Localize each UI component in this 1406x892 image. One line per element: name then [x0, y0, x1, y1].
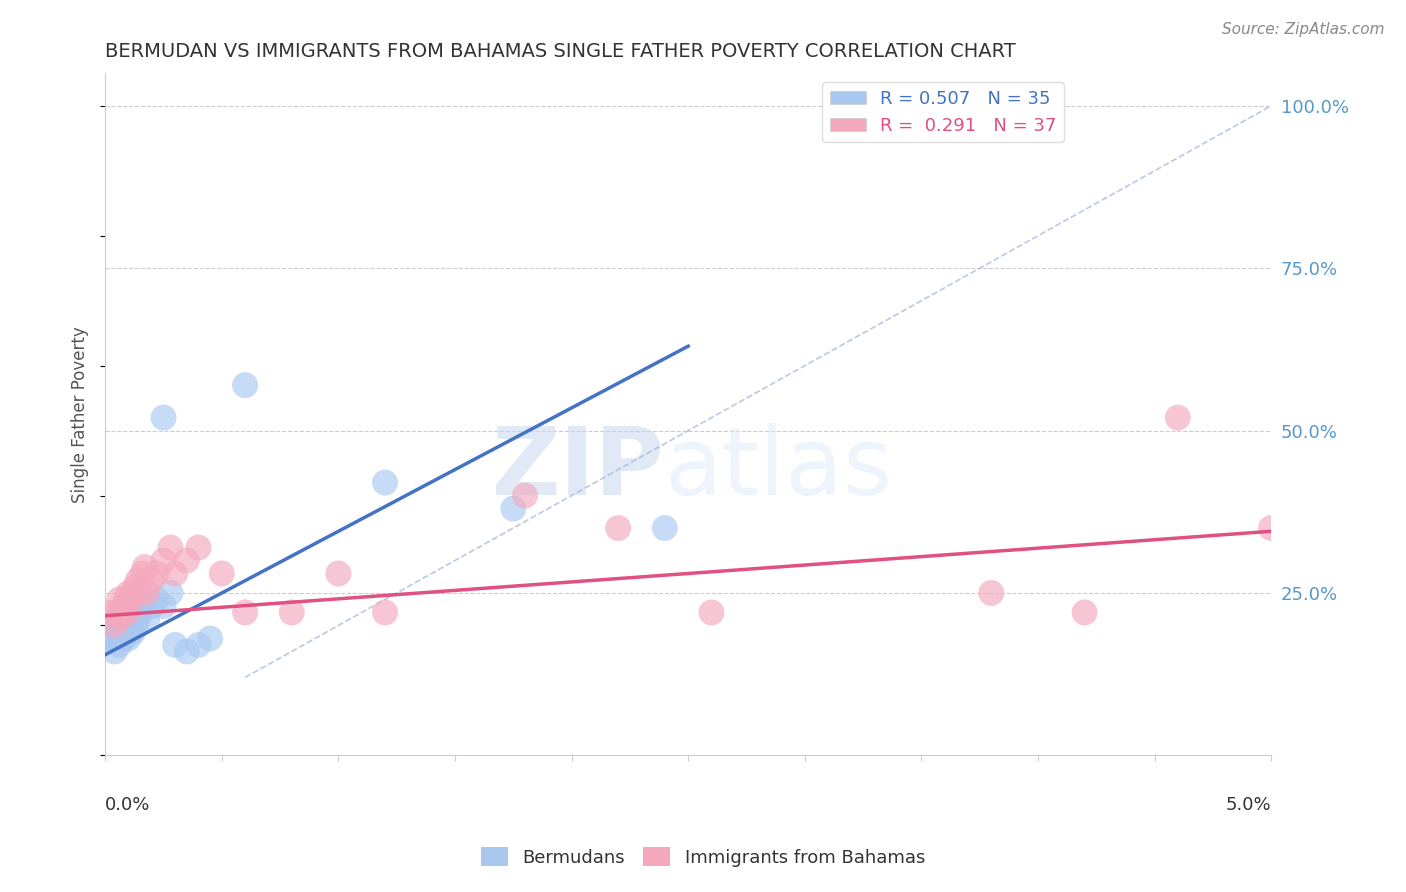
Point [131, 599, 153, 613]
Point [233, 378, 256, 392]
Point [654, 521, 676, 535]
Point [122, 606, 145, 620]
Point [165, 638, 187, 652]
Point [145, 592, 167, 607]
Point [117, 606, 139, 620]
Point [980, 586, 1002, 600]
Point [700, 606, 723, 620]
Point [105, 612, 128, 626]
Point [159, 541, 181, 555]
Point [145, 566, 167, 581]
Point [112, 618, 135, 632]
Point [117, 586, 139, 600]
Point [152, 599, 174, 613]
Point [165, 566, 187, 581]
Point [105, 632, 128, 646]
Point [328, 566, 350, 581]
Point [108, 612, 131, 626]
Point [129, 586, 152, 600]
Point [110, 606, 132, 620]
Legend: Bermudans, Immigrants from Bahamas: Bermudans, Immigrants from Bahamas [474, 840, 932, 874]
Point [136, 612, 159, 626]
Point [141, 599, 163, 613]
Point [513, 489, 536, 503]
Point [110, 624, 132, 639]
Point [129, 606, 152, 620]
Point [122, 586, 145, 600]
Point [105, 606, 128, 620]
Point [124, 618, 146, 632]
Point [141, 573, 163, 587]
Point [131, 566, 153, 581]
Point [108, 638, 131, 652]
Point [117, 612, 139, 626]
Point [112, 632, 135, 646]
Point [103, 644, 125, 658]
Text: BERMUDAN VS IMMIGRANTS FROM BAHAMAS SINGLE FATHER POVERTY CORRELATION CHART: BERMUDAN VS IMMIGRANTS FROM BAHAMAS SING… [105, 42, 1017, 61]
Point [115, 624, 138, 639]
Point [233, 606, 256, 620]
Text: 5.0%: 5.0% [1226, 797, 1271, 814]
Point [134, 560, 156, 574]
Point [120, 592, 142, 607]
Text: 0.0%: 0.0% [105, 797, 150, 814]
Point [176, 644, 198, 658]
Point [120, 606, 142, 620]
Point [1073, 606, 1095, 620]
Point [127, 612, 149, 626]
Point [176, 553, 198, 567]
Point [1167, 410, 1189, 425]
Point [103, 618, 125, 632]
Point [152, 410, 174, 425]
Point [101, 618, 124, 632]
Text: ZIP: ZIP [492, 423, 665, 515]
Point [112, 599, 135, 613]
Point [211, 566, 233, 581]
Point [374, 475, 396, 490]
Point [115, 592, 138, 607]
Text: Source: ZipAtlas.com: Source: ZipAtlas.com [1222, 22, 1385, 37]
Point [187, 541, 209, 555]
Point [124, 580, 146, 594]
Legend: R = 0.507   N = 35, R =  0.291   N = 37: R = 0.507 N = 35, R = 0.291 N = 37 [823, 82, 1064, 142]
Point [159, 586, 181, 600]
Y-axis label: Single Father Poverty: Single Father Poverty [72, 326, 89, 503]
Point [198, 632, 221, 646]
Point [120, 618, 142, 632]
Point [502, 501, 524, 516]
Point [108, 592, 131, 607]
Point [136, 586, 159, 600]
Point [101, 606, 124, 620]
Point [607, 521, 630, 535]
Point [110, 606, 132, 620]
Point [281, 606, 304, 620]
Point [374, 606, 396, 620]
Point [152, 553, 174, 567]
Point [127, 573, 149, 587]
Point [98, 632, 121, 646]
Text: atlas: atlas [665, 423, 893, 515]
Point [187, 638, 209, 652]
Point [1260, 521, 1282, 535]
Point [122, 624, 145, 639]
Point [117, 632, 139, 646]
